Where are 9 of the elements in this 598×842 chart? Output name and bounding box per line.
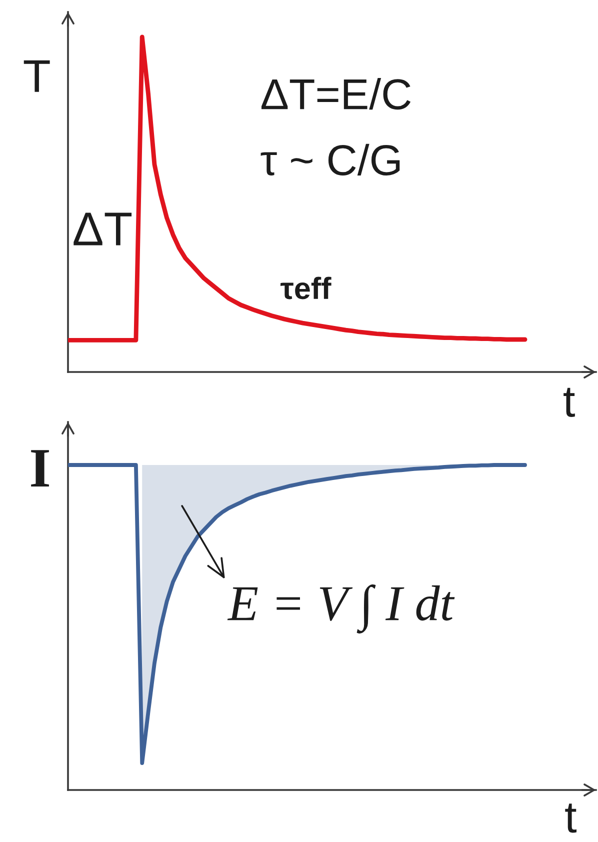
annotation: ΔT=E/C xyxy=(261,78,411,110)
y-axis-title: I xyxy=(31,450,49,487)
annotation: τeff xyxy=(280,276,332,300)
annotation: τ ~ C/G xyxy=(260,144,400,176)
annotation: ΔT xyxy=(74,212,132,246)
x-axis-title: t xyxy=(564,388,575,417)
annotation: E = V ∫ I dt xyxy=(227,584,455,634)
y-axis-title: T xyxy=(24,60,50,92)
x-axis-title: t xyxy=(565,804,577,833)
